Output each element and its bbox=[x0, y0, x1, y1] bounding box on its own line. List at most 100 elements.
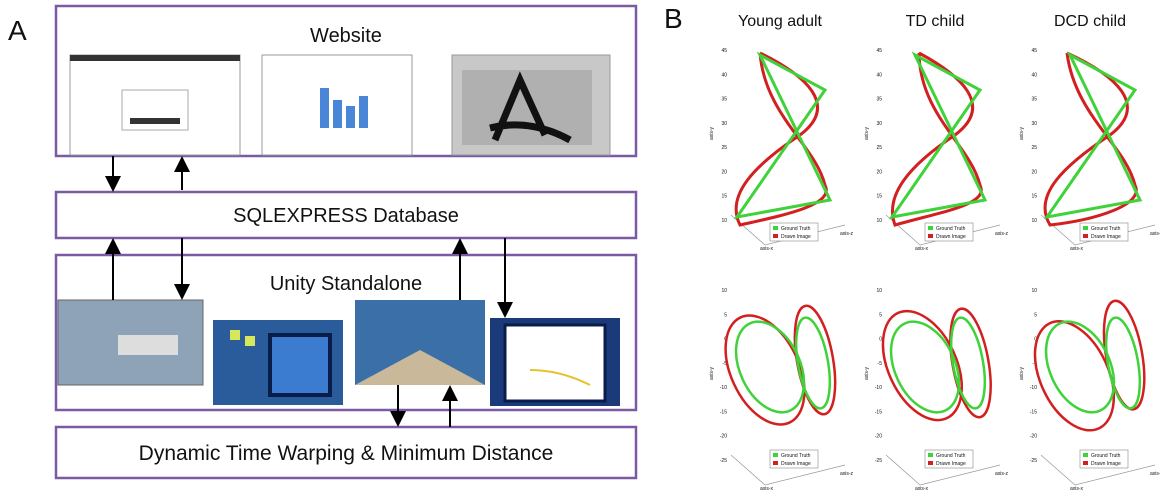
legend-label: Ground Truth bbox=[936, 226, 966, 232]
legend-swatch bbox=[928, 234, 933, 238]
y-tick-label: -15 bbox=[875, 409, 882, 415]
axis-label: axis-x bbox=[1070, 486, 1084, 492]
legend-label: Ground Truth bbox=[1091, 453, 1121, 459]
y-tick-label: 45 bbox=[876, 48, 882, 54]
y-tick-label: 5 bbox=[724, 312, 727, 318]
axis-label: axis-z bbox=[1150, 231, 1160, 237]
axis-label: axis-z bbox=[840, 471, 854, 477]
ground-truth bbox=[892, 55, 985, 217]
axis-label: axis-x bbox=[760, 486, 774, 492]
legend-label: Drawn Image bbox=[781, 234, 811, 240]
column-title: Young adult bbox=[738, 13, 822, 30]
y-tick-label: 40 bbox=[721, 72, 727, 78]
y-tick-label: 25 bbox=[721, 145, 727, 151]
legend-label: Ground Truth bbox=[781, 226, 811, 232]
y-tick-label: -25 bbox=[1030, 458, 1037, 464]
box-title: Unity Standalone bbox=[270, 273, 422, 295]
axis-label: axis-z bbox=[1150, 471, 1160, 477]
y-tick-label: 40 bbox=[876, 72, 882, 78]
legend-label: Drawn Image bbox=[936, 461, 966, 467]
y-tick-label: -10 bbox=[720, 385, 727, 391]
box-title: Website bbox=[310, 25, 382, 47]
legend-swatch bbox=[928, 453, 933, 457]
y-tick-label: 35 bbox=[721, 97, 727, 103]
y-tick-label: 15 bbox=[1031, 194, 1037, 200]
axis-label: axis-x bbox=[915, 246, 929, 252]
drawn-curve bbox=[943, 306, 998, 421]
y-tick-label: 25 bbox=[876, 145, 882, 151]
figure: A Website SQLEXPRESS Database Unity Stan… bbox=[0, 0, 1160, 499]
y-tick-label: 5 bbox=[1034, 312, 1037, 318]
y-tick-label: -15 bbox=[1030, 409, 1037, 415]
legend-swatch bbox=[1083, 226, 1088, 230]
column-title: DCD child bbox=[1054, 13, 1126, 30]
y-tick-label: -20 bbox=[875, 434, 882, 440]
legend-label: Drawn Image bbox=[1091, 234, 1121, 240]
legend-swatch bbox=[773, 234, 778, 238]
y-tick-label: 10 bbox=[1031, 288, 1037, 294]
y-tick-label: -20 bbox=[720, 434, 727, 440]
legend-label: Ground Truth bbox=[936, 453, 966, 459]
legend-swatch bbox=[773, 453, 778, 457]
legend-label: Drawn Image bbox=[781, 461, 811, 467]
y-tick-label: 10 bbox=[721, 288, 727, 294]
y-tick-label: -25 bbox=[720, 458, 727, 464]
legend-swatch bbox=[773, 461, 778, 465]
box-title: Dynamic Time Warping & Minimum Distance bbox=[139, 442, 554, 465]
y-tick-label: 30 bbox=[876, 121, 882, 127]
ground-truth bbox=[737, 55, 830, 217]
ground-truth bbox=[1100, 315, 1146, 411]
axis-label: axis-y bbox=[1019, 366, 1025, 380]
axis-label: axis-x bbox=[1070, 246, 1084, 252]
legend-label: Drawn Image bbox=[936, 234, 966, 240]
y-tick-label: 15 bbox=[721, 194, 727, 200]
legend-swatch bbox=[1083, 461, 1088, 465]
y-tick-label: 35 bbox=[876, 97, 882, 103]
legend-swatch bbox=[928, 226, 933, 230]
panel-label: A bbox=[8, 15, 27, 46]
legend-swatch bbox=[1083, 234, 1088, 238]
y-tick-label: 10 bbox=[876, 218, 882, 224]
axis-label: axis-z bbox=[840, 231, 854, 237]
legend-swatch bbox=[773, 226, 778, 230]
y-tick-label: 30 bbox=[721, 121, 727, 127]
axis-label: axis-z bbox=[995, 231, 1009, 237]
y-tick-label: -20 bbox=[1030, 434, 1037, 440]
y-tick-label: -15 bbox=[720, 409, 727, 415]
drawn-curve bbox=[1097, 298, 1152, 413]
legend-swatch bbox=[1083, 453, 1088, 457]
column-title: TD child bbox=[906, 13, 965, 30]
y-tick-label: 30 bbox=[1031, 121, 1037, 127]
y-tick-label: 45 bbox=[721, 48, 727, 54]
y-tick-label: -10 bbox=[875, 385, 882, 391]
ground-truth bbox=[1047, 55, 1140, 217]
axis-label: axis-x bbox=[760, 246, 774, 252]
axis-label: axis-y bbox=[1019, 126, 1025, 140]
y-tick-label: 25 bbox=[1031, 145, 1037, 151]
panel-label: B bbox=[664, 3, 683, 34]
y-tick-label: -10 bbox=[1030, 385, 1037, 391]
legend-label: Drawn Image bbox=[1091, 461, 1121, 467]
legend-label: Ground Truth bbox=[1091, 226, 1121, 232]
y-tick-label: 20 bbox=[721, 169, 727, 175]
y-tick-label: 15 bbox=[876, 194, 882, 200]
axis-label: axis-y bbox=[864, 126, 870, 140]
box-title: SQLEXPRESS Database bbox=[233, 205, 459, 227]
axis-label: axis-y bbox=[709, 126, 715, 140]
y-tick-label: 10 bbox=[721, 218, 727, 224]
axis-label: axis-y bbox=[864, 366, 870, 380]
axis-label: axis-y bbox=[709, 366, 715, 380]
y-tick-label: 20 bbox=[1031, 169, 1037, 175]
ground-truth bbox=[945, 315, 991, 411]
ground-truth bbox=[790, 315, 836, 411]
y-tick-label: -5 bbox=[878, 361, 883, 367]
drawn-curve bbox=[788, 303, 843, 418]
axis-label: axis-x bbox=[915, 486, 929, 492]
y-tick-label: 45 bbox=[1031, 48, 1037, 54]
legend-swatch bbox=[928, 461, 933, 465]
y-tick-label: -25 bbox=[875, 458, 882, 464]
y-tick-label: 5 bbox=[879, 312, 882, 318]
y-tick-label: 10 bbox=[1031, 218, 1037, 224]
y-tick-label: 40 bbox=[1031, 72, 1037, 78]
legend-label: Ground Truth bbox=[781, 453, 811, 459]
